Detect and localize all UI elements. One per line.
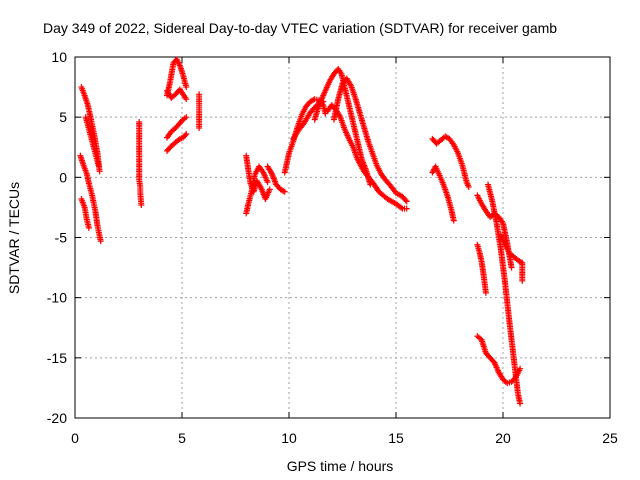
data-point bbox=[403, 198, 410, 205]
data-point bbox=[85, 224, 92, 231]
data-point bbox=[266, 186, 273, 193]
y-tick-label: -10 bbox=[47, 290, 67, 306]
data-point bbox=[465, 183, 472, 190]
chart-title: Day 349 of 2022, Sidereal Day-to-day VTE… bbox=[43, 20, 557, 36]
data-point bbox=[398, 204, 405, 211]
data-point bbox=[183, 114, 190, 121]
grid bbox=[75, 57, 610, 418]
data-point bbox=[96, 168, 103, 175]
data-points bbox=[77, 56, 526, 407]
data-point bbox=[183, 84, 190, 91]
y-tick-label: -20 bbox=[47, 410, 67, 426]
x-tick-label: 10 bbox=[281, 430, 297, 446]
y-axis: 10 5 0 -5 -10 -15 -20 bbox=[47, 49, 610, 426]
y-tick-label: -15 bbox=[47, 350, 67, 366]
x-tick-label: 20 bbox=[495, 430, 511, 446]
data-point bbox=[95, 162, 102, 169]
x-tick-label: 5 bbox=[178, 430, 186, 446]
y-axis-label: SDTVAR / TECUs bbox=[6, 182, 22, 294]
y-tick-label: 10 bbox=[51, 49, 67, 65]
data-point bbox=[281, 188, 288, 195]
data-point bbox=[508, 264, 515, 271]
y-tick-label: 0 bbox=[59, 169, 67, 185]
x-axis: 0 5 10 15 20 25 bbox=[71, 57, 618, 446]
data-point bbox=[264, 179, 271, 186]
y-tick-label: -5 bbox=[55, 230, 68, 246]
y-tick-label: 5 bbox=[59, 109, 67, 125]
data-point bbox=[403, 205, 410, 212]
data-point bbox=[183, 131, 190, 138]
data-point bbox=[482, 289, 489, 296]
data-point bbox=[182, 132, 189, 139]
data-point bbox=[402, 197, 409, 204]
data-point bbox=[183, 96, 190, 103]
data-point bbox=[517, 365, 524, 372]
data-point bbox=[196, 124, 203, 131]
data-point bbox=[519, 277, 526, 284]
x-tick-label: 25 bbox=[602, 430, 618, 446]
x-axis-label: GPS time / hours bbox=[287, 458, 394, 474]
data-point bbox=[517, 400, 524, 407]
x-tick-label: 15 bbox=[388, 430, 404, 446]
data-point bbox=[138, 202, 145, 209]
x-tick-label: 0 bbox=[71, 430, 79, 446]
data-point bbox=[450, 217, 457, 224]
data-point bbox=[97, 238, 104, 245]
